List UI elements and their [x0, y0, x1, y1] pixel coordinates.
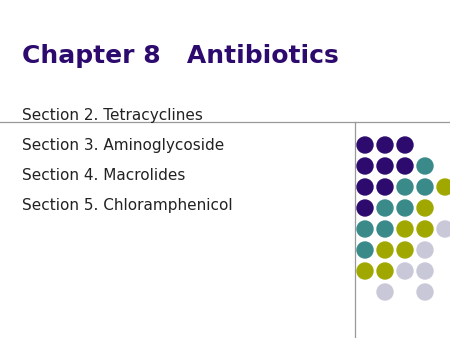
- Circle shape: [397, 221, 413, 237]
- Text: Section 5. Chloramphenicol: Section 5. Chloramphenicol: [22, 198, 233, 213]
- Text: Chapter 8   Antibiotics: Chapter 8 Antibiotics: [22, 44, 339, 68]
- Circle shape: [397, 263, 413, 279]
- Text: Section 2. Tetracyclines: Section 2. Tetracyclines: [22, 108, 203, 123]
- Circle shape: [377, 158, 393, 174]
- Circle shape: [357, 263, 373, 279]
- Circle shape: [357, 221, 373, 237]
- Circle shape: [397, 242, 413, 258]
- Circle shape: [357, 242, 373, 258]
- Circle shape: [377, 284, 393, 300]
- Circle shape: [417, 158, 433, 174]
- Circle shape: [397, 179, 413, 195]
- Text: Section 3. Aminoglycoside: Section 3. Aminoglycoside: [22, 138, 224, 153]
- Circle shape: [417, 221, 433, 237]
- Circle shape: [377, 137, 393, 153]
- Circle shape: [397, 158, 413, 174]
- Circle shape: [377, 221, 393, 237]
- Circle shape: [377, 179, 393, 195]
- Circle shape: [377, 200, 393, 216]
- Circle shape: [397, 137, 413, 153]
- Circle shape: [437, 179, 450, 195]
- Circle shape: [357, 158, 373, 174]
- Text: Section 4. Macrolides: Section 4. Macrolides: [22, 168, 185, 183]
- Circle shape: [397, 200, 413, 216]
- Circle shape: [357, 200, 373, 216]
- Circle shape: [437, 221, 450, 237]
- Circle shape: [417, 263, 433, 279]
- Circle shape: [417, 242, 433, 258]
- Circle shape: [417, 179, 433, 195]
- Circle shape: [377, 263, 393, 279]
- Circle shape: [417, 200, 433, 216]
- Circle shape: [357, 137, 373, 153]
- Circle shape: [357, 179, 373, 195]
- Circle shape: [377, 242, 393, 258]
- Circle shape: [417, 284, 433, 300]
